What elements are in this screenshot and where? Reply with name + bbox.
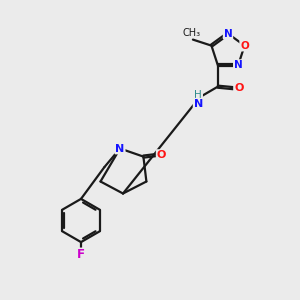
Text: N: N bbox=[234, 60, 243, 70]
Text: CH₃: CH₃ bbox=[182, 28, 200, 38]
Text: N: N bbox=[116, 143, 124, 154]
Text: O: O bbox=[240, 40, 249, 51]
Text: H: H bbox=[194, 90, 202, 100]
Text: N: N bbox=[194, 99, 203, 109]
Text: O: O bbox=[234, 83, 244, 93]
Text: O: O bbox=[157, 150, 166, 160]
Text: F: F bbox=[77, 248, 85, 262]
Text: N: N bbox=[224, 28, 232, 39]
